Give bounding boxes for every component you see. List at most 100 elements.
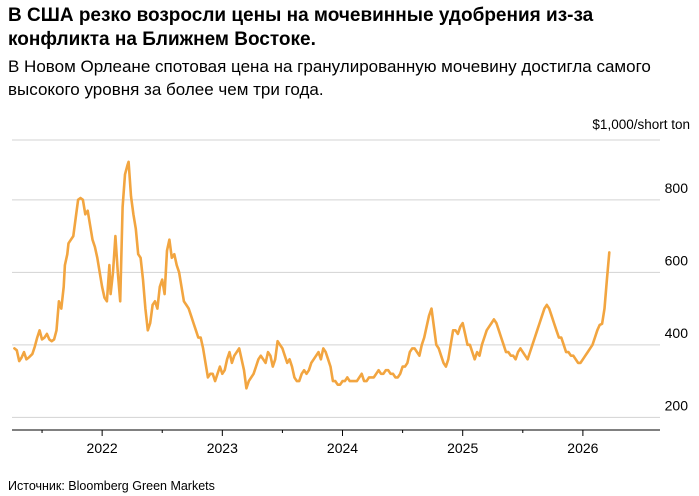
- data-point: [117, 271, 119, 273]
- data-point: [515, 358, 517, 360]
- data-point: [66, 253, 68, 255]
- data-point: [318, 351, 320, 353]
- data-point: [580, 362, 582, 364]
- data-point: [106, 300, 108, 302]
- data-point: [505, 351, 507, 353]
- x-tick-label: 2024: [327, 440, 358, 456]
- data-point: [375, 373, 377, 375]
- data-point: [462, 322, 464, 324]
- data-point: [575, 358, 577, 360]
- data-point: [281, 347, 283, 349]
- data-point: [293, 376, 295, 378]
- data-point: [207, 376, 209, 378]
- data-point: [428, 315, 430, 317]
- data-point: [469, 344, 471, 346]
- data-point: [493, 318, 495, 320]
- data-point: [330, 366, 332, 368]
- data-point: [534, 337, 536, 339]
- data-point: [354, 380, 356, 382]
- y-tick-label: 400: [665, 325, 689, 341]
- data-point: [382, 373, 384, 375]
- data-point: [543, 308, 545, 310]
- data-point: [431, 308, 433, 310]
- data-point: [445, 366, 447, 368]
- data-point: [132, 213, 134, 215]
- data-point: [36, 337, 38, 339]
- data-point: [563, 344, 565, 346]
- data-point: [418, 355, 420, 357]
- data-point: [229, 351, 231, 353]
- data-point: [231, 362, 233, 364]
- data-point: [161, 279, 163, 281]
- data-point: [82, 199, 84, 201]
- data-point: [41, 338, 43, 340]
- data-point: [503, 344, 505, 346]
- data-point: [507, 351, 509, 353]
- data-point: [414, 347, 416, 349]
- data-point: [541, 315, 543, 317]
- data-point: [361, 373, 363, 375]
- data-point: [64, 264, 66, 266]
- data-point: [197, 337, 199, 339]
- data-point: [584, 355, 586, 357]
- data-point: [457, 333, 459, 335]
- data-point: [488, 326, 490, 328]
- data-point: [193, 322, 195, 324]
- gridlines: [12, 139, 660, 418]
- data-point: [399, 373, 401, 375]
- chart-title: В США резко возросли цены на мочевинные …: [8, 5, 594, 50]
- data-point: [315, 355, 317, 357]
- data-point: [495, 322, 497, 324]
- data-point: [455, 329, 457, 331]
- data-point: [241, 358, 243, 360]
- data-point: [349, 380, 351, 382]
- data-point: [70, 239, 72, 241]
- data-point: [185, 304, 187, 306]
- data-point: [233, 355, 235, 357]
- x-tick-label: 2026: [567, 440, 598, 456]
- data-point: [474, 358, 476, 360]
- data-point: [406, 362, 408, 364]
- data-point: [221, 373, 223, 375]
- data-point: [114, 235, 116, 237]
- data-point: [291, 366, 293, 368]
- data-point: [140, 257, 142, 259]
- data-point: [483, 337, 485, 339]
- data-point: [164, 293, 166, 295]
- data-point: [476, 351, 478, 353]
- data-point: [519, 347, 521, 349]
- data-point: [200, 337, 202, 339]
- data-point: [433, 326, 435, 328]
- data-point: [25, 358, 27, 360]
- data-point: [334, 380, 336, 382]
- data-point: [23, 351, 25, 353]
- data-point: [548, 308, 550, 310]
- data-point: [80, 197, 82, 199]
- data-point: [596, 329, 598, 331]
- data-point: [337, 384, 339, 386]
- data-point: [209, 373, 211, 375]
- data-point: [46, 333, 48, 335]
- data-point: [171, 257, 173, 259]
- data-point: [481, 344, 483, 346]
- data-point: [358, 376, 360, 378]
- data-point: [205, 362, 207, 364]
- data-point: [409, 351, 411, 353]
- data-point: [149, 322, 151, 324]
- data-point: [212, 373, 214, 375]
- data-point: [411, 347, 413, 349]
- data-point: [84, 213, 86, 215]
- data-point: [56, 329, 58, 331]
- data-point: [289, 358, 291, 360]
- data-point: [531, 344, 533, 346]
- data-point: [243, 369, 245, 371]
- data-point: [75, 217, 77, 219]
- data-point: [402, 366, 404, 368]
- data-point: [589, 347, 591, 349]
- data-point: [126, 164, 128, 166]
- y-axis-unit-label: $1,000/short ton: [592, 117, 690, 132]
- data-point: [21, 357, 23, 359]
- data-point: [560, 337, 562, 339]
- data-point: [168, 239, 170, 241]
- data-point: [421, 344, 423, 346]
